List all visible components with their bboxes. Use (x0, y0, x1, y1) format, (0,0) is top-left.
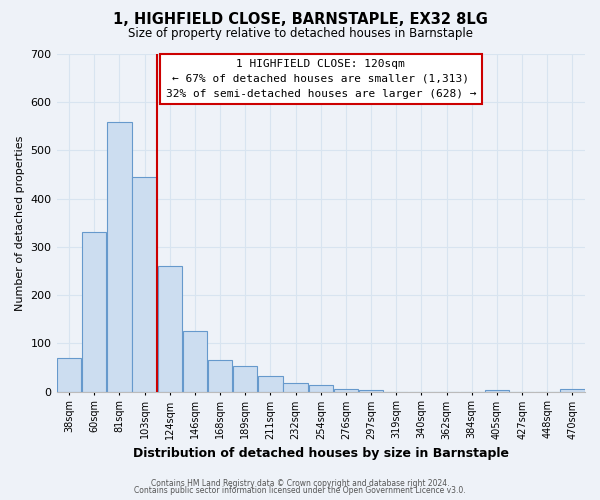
Bar (133, 177, 157, 392)
Bar (359, 390, 383, 392)
Text: Contains HM Land Registry data © Crown copyright and database right 2024.: Contains HM Land Registry data © Crown c… (151, 478, 449, 488)
Bar (233, 366, 257, 392)
X-axis label: Distribution of detached houses by size in Barnstaple: Distribution of detached houses by size … (133, 447, 509, 460)
Bar (334, 389, 358, 392)
Y-axis label: Number of detached properties: Number of detached properties (15, 135, 25, 310)
Bar (560, 389, 584, 392)
Text: Size of property relative to detached houses in Barnstaple: Size of property relative to detached ho… (128, 28, 473, 40)
Bar (82, 232, 106, 392)
Bar (283, 383, 308, 392)
Text: 1, HIGHFIELD CLOSE, BARNSTAPLE, EX32 8LG: 1, HIGHFIELD CLOSE, BARNSTAPLE, EX32 8LG (113, 12, 487, 28)
Bar (208, 360, 232, 392)
Bar (183, 332, 207, 392)
Bar (57, 358, 82, 392)
Bar (158, 266, 182, 392)
Text: 1 HIGHFIELD CLOSE: 120sqm
← 67% of detached houses are smaller (1,313)
32% of se: 1 HIGHFIELD CLOSE: 120sqm ← 67% of detac… (166, 59, 476, 98)
Bar (308, 386, 333, 392)
Bar (258, 376, 283, 392)
Bar (485, 390, 509, 392)
Text: Contains public sector information licensed under the Open Government Licence v3: Contains public sector information licen… (134, 486, 466, 495)
Bar (107, 122, 131, 392)
